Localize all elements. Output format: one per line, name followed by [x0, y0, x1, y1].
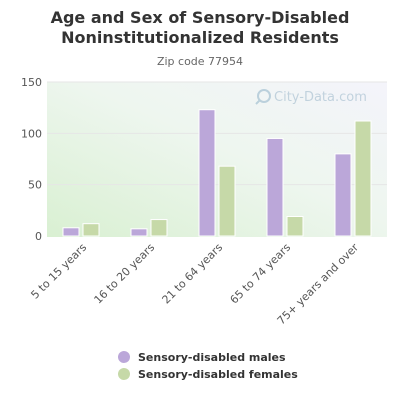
y-tick-label: 50: [28, 179, 42, 192]
x-tick-label: 65 to 74 years: [227, 241, 293, 307]
bar-females: [82, 223, 100, 237]
bar-females: [354, 120, 372, 237]
bar-males: [334, 153, 352, 237]
watermark-magnifier-icon: [257, 89, 271, 103]
bars: [62, 109, 372, 237]
bar-males: [266, 137, 284, 237]
legend-swatch-females: [118, 368, 130, 380]
x-tick-label: 5 to 15 years: [28, 241, 89, 302]
chart-subtitle: Zip code 77954: [156, 55, 244, 68]
watermark: City-Data.com: [255, 89, 367, 105]
y-axis-ticks: 0 50 100 150: [21, 76, 42, 243]
chart-title-line-2: Noninstitutionalized Residents: [61, 28, 339, 47]
legend-label-females: Sensory-disabled females: [138, 367, 298, 381]
y-tick-label: 100: [21, 127, 42, 140]
chart-title: Age and Sex of Sensory-Disabled Noninsti…: [0, 8, 400, 48]
watermark-text: City-Data.com: [274, 90, 367, 105]
chart-title-line-1: Age and Sex of Sensory-Disabled: [50, 8, 350, 27]
legend-label-males: Sensory-disabled males: [138, 350, 286, 364]
legend: Sensory-disabled males Sensory-disabled …: [118, 349, 298, 383]
x-tick-label: 21 to 64 years: [159, 241, 225, 307]
bar-females: [286, 215, 304, 237]
bar-females: [150, 219, 168, 237]
legend-swatch-males: [118, 351, 130, 363]
legend-item-males: Sensory-disabled males: [118, 349, 298, 365]
y-tick-label: 150: [21, 76, 42, 89]
bar-males: [198, 109, 216, 237]
bar-females: [218, 165, 236, 237]
bar-males: [130, 228, 148, 237]
watermark-magnifier-handle: [255, 99, 261, 105]
bar-males: [62, 227, 80, 237]
legend-item-females: Sensory-disabled females: [118, 366, 298, 382]
x-tick-label: 16 to 20 years: [91, 241, 157, 307]
grid-lines: [47, 81, 387, 186]
x-axis-ticks: 5 to 15 years 16 to 20 years 21 to 64 year…: [28, 241, 361, 328]
plot-background: [47, 82, 387, 237]
y-tick-label: 0: [35, 230, 42, 243]
